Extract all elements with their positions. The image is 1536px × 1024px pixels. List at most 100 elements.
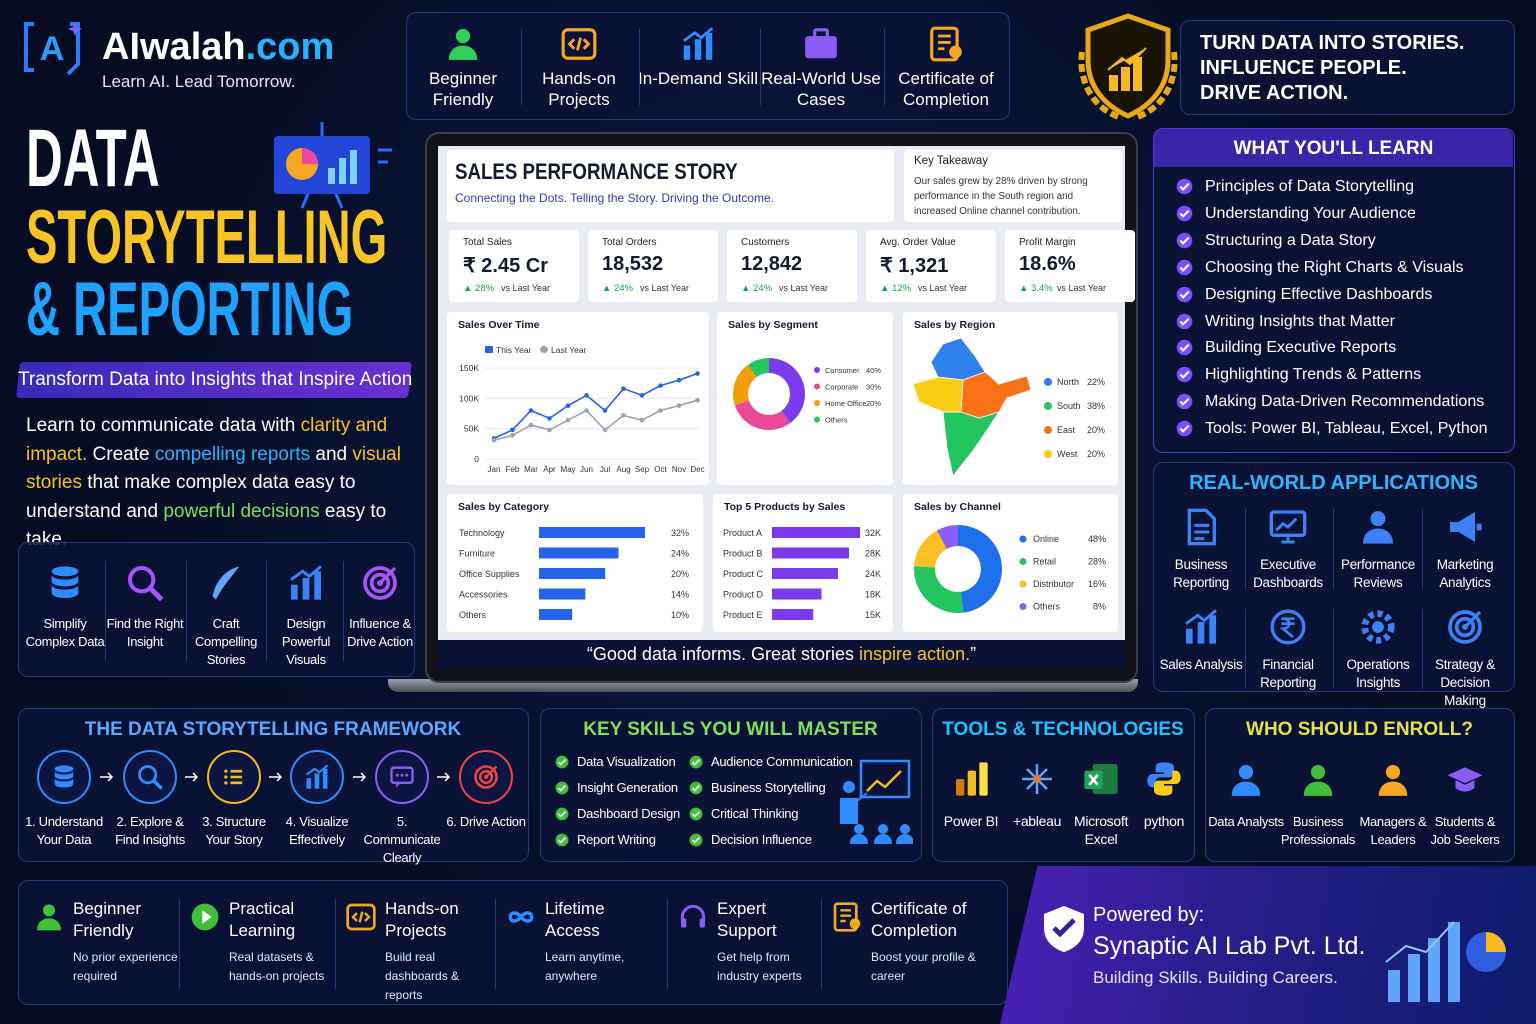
logo: A (24, 22, 82, 76)
series-point (510, 427, 515, 433)
enroll-label: Business Professionals (1280, 814, 1356, 847)
quote-text: “Good data informs. Great stories (586, 644, 860, 664)
divider (759, 29, 761, 105)
learn-header: WHAT YOU'LL LEARN (1154, 129, 1513, 167)
value-label: 32% (671, 528, 689, 538)
framework-step: 2. Explore & Find Insights (115, 814, 185, 847)
enroll-label: Data Analysts (1208, 814, 1284, 829)
audience (900, 824, 910, 834)
icon-part (474, 765, 498, 789)
value-label: 16% (1088, 579, 1106, 589)
category-label: Product D (723, 590, 764, 600)
kpi-change: ▲ 12% (880, 283, 912, 294)
application-label: Performance Reviews (1341, 557, 1415, 590)
category-label: Technology (459, 528, 505, 538)
donut-slice (733, 364, 757, 406)
hero-title: STORYTELLING (26, 195, 388, 280)
icon-part (681, 918, 687, 928)
icon (561, 28, 597, 60)
application-label: Financial Reporting (1260, 657, 1316, 690)
series-point (676, 403, 682, 408)
y-tick-label: 0 (474, 454, 479, 464)
donut-slice (747, 358, 769, 378)
bar (772, 588, 822, 600)
icon-part (938, 34, 951, 51)
icon-part (43, 904, 55, 917)
icon (1176, 340, 1193, 356)
framework-title: THE DATA STORYTELLING FRAMEWORK (84, 719, 462, 740)
icon-part (567, 37, 591, 51)
icon (930, 26, 962, 62)
series-point (639, 393, 645, 398)
divider (638, 29, 640, 105)
value-label: 20% (671, 569, 689, 579)
divider (521, 29, 522, 105)
chart: Sales by Channel Online 48% Retail 28% Distri… (914, 501, 1106, 613)
icon-part (979, 762, 988, 796)
title-card: SALES PERFORMANCE STORY Connecting the Do… (447, 150, 894, 222)
kpi-value: ₹ 2.45 Cr (463, 255, 548, 277)
icon-part (557, 837, 567, 844)
icon (1176, 313, 1193, 329)
divider (1244, 509, 1246, 589)
x-tick-label: Sep (635, 465, 650, 474)
icon (1185, 609, 1217, 644)
icon-ring (207, 750, 261, 804)
value-label: 28K (865, 549, 881, 559)
benefit-text: No prior experience required (73, 950, 178, 983)
icon-part (557, 759, 567, 766)
motto-panel: TURN DATA INTO STORIES. INFLUENCE PEOPLE.… (1180, 20, 1515, 115)
chart: Top 5 Products by Sales Product A 32K Produ… (723, 501, 881, 620)
legend-swatch (814, 400, 820, 406)
icon (1176, 286, 1193, 302)
icon (689, 781, 703, 795)
legend-label: Consumer (825, 366, 860, 375)
legend-swatch (1044, 450, 1052, 458)
application-label: Operations Insights (1346, 657, 1410, 690)
map-region (912, 376, 964, 413)
donut-slice (958, 525, 1003, 613)
motto-line: DRIVE ACTION. (1200, 82, 1349, 104)
kpi-compare: vs Last Year (1057, 283, 1107, 293)
quote-bar: “Good data informs. Great stories inspir… (438, 640, 1125, 668)
powered-company: Synaptic AI Lab Pvt. Ltd. (1093, 932, 1366, 960)
divider (335, 899, 336, 989)
icon (689, 833, 703, 847)
series-point (602, 408, 608, 413)
learn-item: Understanding Your Audience (1205, 204, 1416, 222)
icon (51, 566, 79, 598)
series-point (491, 437, 497, 443)
icon-part (557, 811, 567, 818)
icon-ring (375, 750, 429, 804)
icon (1176, 232, 1193, 249)
icon (1022, 764, 1052, 794)
icon-part (400, 773, 404, 777)
divider (883, 29, 885, 105)
trend-art (1385, 921, 1455, 963)
learn-item: Building Executive Reports (1205, 339, 1397, 357)
category-label: Office Supplies (459, 569, 520, 579)
x-tick-label: Jul (600, 465, 610, 474)
description-text: clarity and impact. (26, 415, 388, 465)
icon-part (699, 918, 705, 928)
icon-part (1052, 918, 1076, 938)
value-label: 24K (865, 569, 881, 579)
legend-label: East (1057, 425, 1076, 435)
icon-part (1378, 781, 1408, 796)
learn-item: Highlighting Trends & Patterns (1205, 366, 1422, 384)
kpi-compare: vs Last Year (779, 283, 829, 293)
icon (390, 766, 414, 788)
icon-part (305, 764, 329, 776)
series-point (528, 408, 534, 413)
feature-label: In-Demand Skill (638, 69, 758, 88)
powered-panel: Powered by: Synaptic AI Lab Pvt. Ltd. Buil… (1000, 866, 1536, 1024)
arrow-line (185, 772, 199, 782)
benefit-title: Lifetime Access (545, 899, 605, 940)
divider (667, 899, 668, 989)
icon (448, 28, 478, 60)
skill-item: Audience Communication (711, 754, 853, 769)
icon-part (1147, 762, 1174, 788)
value-label: 38% (1087, 401, 1105, 411)
value-label: 15K (865, 610, 881, 620)
